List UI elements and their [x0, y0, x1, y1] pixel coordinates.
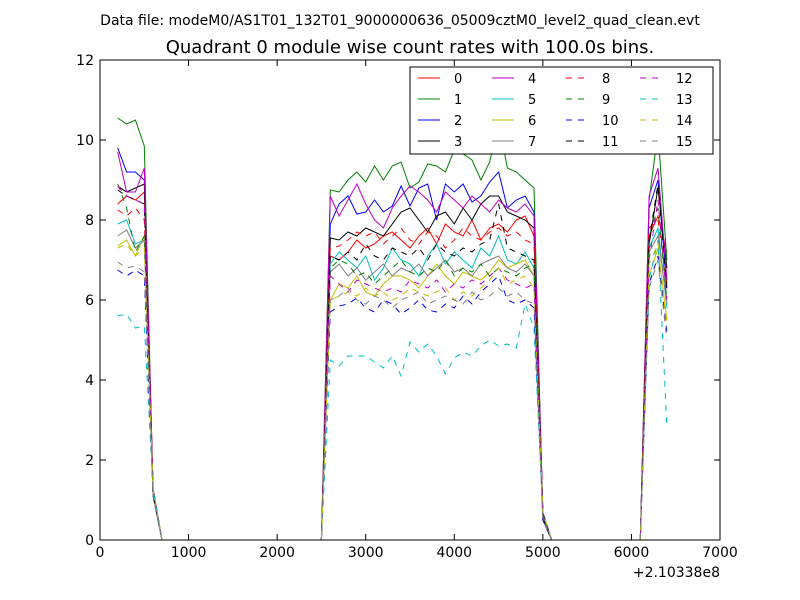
legend-label-8: 8 [602, 72, 610, 87]
legend-label-13: 13 [676, 93, 693, 108]
x-tick-label: 3000 [348, 545, 384, 561]
legend-label-2: 2 [454, 114, 462, 129]
y-tick-label: 8 [85, 213, 94, 229]
legend-label-6: 6 [528, 114, 536, 129]
x-axis-offset-label: +2.10338e8 [633, 565, 720, 581]
legend-label-15: 15 [676, 135, 693, 150]
series-line-14 [117, 242, 668, 540]
x-tick-label: 0 [96, 545, 105, 561]
legend-label-5: 5 [528, 93, 536, 108]
y-tick-label: 6 [85, 293, 94, 309]
legend-label-7: 7 [528, 135, 536, 150]
x-tick-label: 2000 [259, 545, 295, 561]
legend-label-14: 14 [676, 114, 693, 129]
series-line-13 [117, 239, 668, 540]
series-line-4 [117, 151, 668, 540]
y-tick-label: 12 [76, 53, 94, 69]
x-tick-label: 4000 [436, 545, 472, 561]
series-layer [117, 117, 668, 540]
series-line-8 [117, 207, 668, 540]
series-line-1 [117, 117, 668, 540]
series-line-2 [117, 147, 668, 540]
series-line-10 [117, 255, 668, 540]
legend-label-10: 10 [602, 114, 619, 129]
y-tick-label: 0 [85, 533, 94, 549]
x-tick-label: 7000 [702, 545, 738, 561]
legend-frame [409, 66, 714, 155]
x-tick-label: 5000 [525, 545, 561, 561]
y-tick-label: 10 [76, 133, 94, 149]
legend-label-3: 3 [454, 135, 462, 150]
legend-label-11: 11 [602, 135, 619, 150]
x-tick-label: 1000 [171, 545, 207, 561]
y-tick-label: 4 [85, 373, 94, 389]
legend-label-1: 1 [454, 93, 462, 108]
x-tick-label: 6000 [614, 545, 650, 561]
series-line-7 [117, 229, 668, 540]
figure-suptitle: Data file: modeM0/AS1T01_132T01_90000006… [100, 13, 700, 29]
legend-label-12: 12 [676, 72, 693, 87]
legend-label-4: 4 [528, 72, 536, 87]
legend-label-9: 9 [602, 93, 610, 108]
series-line-11 [117, 183, 668, 540]
series-line-12 [117, 185, 668, 540]
y-tick-label: 2 [85, 453, 94, 469]
legend-label-0: 0 [454, 72, 462, 87]
chart-title: Quadrant 0 module wise count rates with … [166, 37, 655, 58]
